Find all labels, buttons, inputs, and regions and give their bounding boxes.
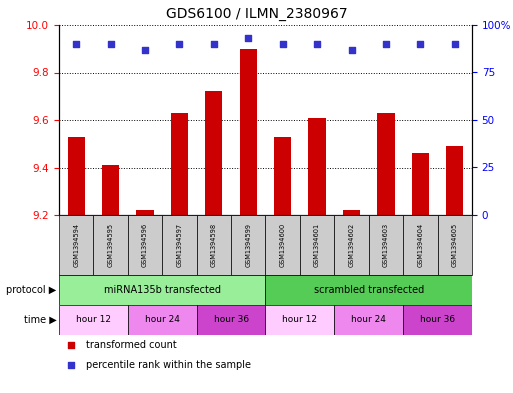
Bar <box>171 113 188 215</box>
Bar <box>265 215 300 275</box>
Bar <box>412 153 429 215</box>
Text: GSM1394600: GSM1394600 <box>280 223 286 267</box>
Bar <box>334 215 369 275</box>
Bar <box>59 305 128 335</box>
Point <box>107 41 115 47</box>
Text: hour 36: hour 36 <box>213 316 249 325</box>
Bar <box>274 137 291 215</box>
Bar <box>403 215 438 275</box>
Bar <box>300 215 334 275</box>
Bar <box>59 215 93 275</box>
Text: GSM1394598: GSM1394598 <box>211 223 217 267</box>
Bar <box>265 305 334 335</box>
Text: hour 12: hour 12 <box>76 316 111 325</box>
Text: GSM1394603: GSM1394603 <box>383 223 389 267</box>
Bar <box>343 210 360 215</box>
Point <box>244 35 252 41</box>
Point <box>416 41 424 47</box>
Text: hour 36: hour 36 <box>420 316 455 325</box>
Text: GDS6100 / ILMN_2380967: GDS6100 / ILMN_2380967 <box>166 7 347 21</box>
Point <box>382 41 390 47</box>
Bar <box>128 215 162 275</box>
Text: hour 12: hour 12 <box>282 316 318 325</box>
Bar <box>265 275 472 305</box>
Bar <box>446 146 463 215</box>
Bar <box>128 305 196 335</box>
Text: miRNA135b transfected: miRNA135b transfected <box>104 285 221 295</box>
Text: transformed count: transformed count <box>86 340 176 350</box>
Bar <box>93 215 128 275</box>
Bar <box>438 215 472 275</box>
Point <box>347 46 356 53</box>
Bar <box>136 210 153 215</box>
Point <box>67 342 75 348</box>
Text: hour 24: hour 24 <box>351 316 386 325</box>
Text: GSM1394605: GSM1394605 <box>452 223 458 267</box>
Text: GSM1394595: GSM1394595 <box>108 223 113 267</box>
Point <box>313 41 321 47</box>
Point <box>67 362 75 368</box>
Bar <box>378 113 394 215</box>
Bar <box>102 165 119 215</box>
Bar <box>196 215 231 275</box>
Bar <box>334 305 403 335</box>
Bar <box>196 305 266 335</box>
Bar <box>403 305 472 335</box>
Text: hour 24: hour 24 <box>145 316 180 325</box>
Text: GSM1394604: GSM1394604 <box>418 223 423 267</box>
Text: protocol ▶: protocol ▶ <box>6 285 56 295</box>
Point <box>175 41 184 47</box>
Point <box>141 46 149 53</box>
Point <box>450 41 459 47</box>
Text: GSM1394599: GSM1394599 <box>245 223 251 267</box>
Bar <box>231 215 266 275</box>
Point <box>279 41 287 47</box>
Bar <box>162 215 196 275</box>
Text: GSM1394596: GSM1394596 <box>142 223 148 267</box>
Text: time ▶: time ▶ <box>24 315 56 325</box>
Text: scrambled transfected: scrambled transfected <box>313 285 424 295</box>
Bar <box>205 92 223 215</box>
Bar <box>240 49 257 215</box>
Point <box>210 41 218 47</box>
Text: percentile rank within the sample: percentile rank within the sample <box>86 360 251 370</box>
Bar <box>59 275 266 305</box>
Bar <box>369 215 403 275</box>
Text: GSM1394594: GSM1394594 <box>73 223 79 267</box>
Text: GSM1394597: GSM1394597 <box>176 223 183 267</box>
Bar <box>308 118 326 215</box>
Bar <box>68 137 85 215</box>
Point <box>72 41 81 47</box>
Text: GSM1394602: GSM1394602 <box>348 223 354 267</box>
Text: GSM1394601: GSM1394601 <box>314 223 320 267</box>
